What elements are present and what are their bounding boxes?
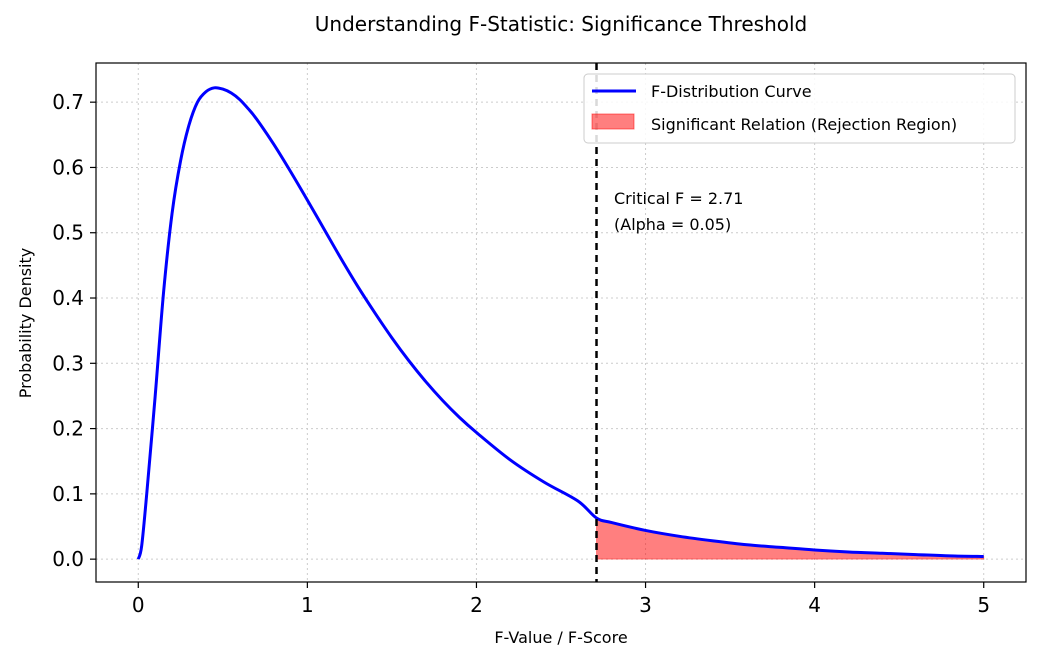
x-tick-label: 4 xyxy=(808,593,821,617)
legend-box xyxy=(583,73,1016,144)
x-tick-label: 2 xyxy=(470,593,483,617)
series-layer xyxy=(136,86,984,560)
plot-frame xyxy=(95,62,1027,583)
chart-title: Understanding F-Statistic: Significance … xyxy=(315,12,807,36)
f-distribution-curve xyxy=(136,86,984,560)
legend-label-curve: F-Distribution Curve xyxy=(651,82,812,101)
legend-label-region: Significant Relation (Rejection Region) xyxy=(651,115,957,134)
y-tick-label: 0.1 xyxy=(52,482,84,506)
x-axis-ticks: 0 1 2 3 4 5 xyxy=(132,582,990,617)
y-tick-label: 0.5 xyxy=(52,221,84,245)
annotation-alpha: (Alpha = 0.05) xyxy=(614,215,731,234)
x-tick-label: 3 xyxy=(639,593,652,617)
y-tick-label: 0.4 xyxy=(52,286,84,310)
y-axis-ticks: 0.0 0.1 0.2 0.3 0.4 0.5 0.6 0.7 xyxy=(52,90,96,571)
plot-area xyxy=(96,63,1026,582)
x-tick-label: 0 xyxy=(132,593,145,617)
y-tick-label: 0.3 xyxy=(52,351,84,375)
annotation: Critical F = 2.71 (Alpha = 0.05) xyxy=(614,189,743,234)
legend: F-Distribution Curve Significant Relatio… xyxy=(583,73,1016,144)
x-tick-label: 5 xyxy=(977,593,990,617)
x-axis-label: F-Value / F-Score xyxy=(494,628,627,647)
x-tick-label: 1 xyxy=(301,593,314,617)
y-tick-label: 0.2 xyxy=(52,417,84,441)
annotation-critical-value: Critical F = 2.71 xyxy=(614,189,743,208)
y-tick-label: 0.7 xyxy=(52,90,84,114)
y-axis-label: Probability Density xyxy=(16,248,35,399)
y-tick-label: 0.0 xyxy=(52,547,84,571)
legend-region-swatch xyxy=(591,113,635,130)
y-tick-label: 0.6 xyxy=(52,155,84,179)
